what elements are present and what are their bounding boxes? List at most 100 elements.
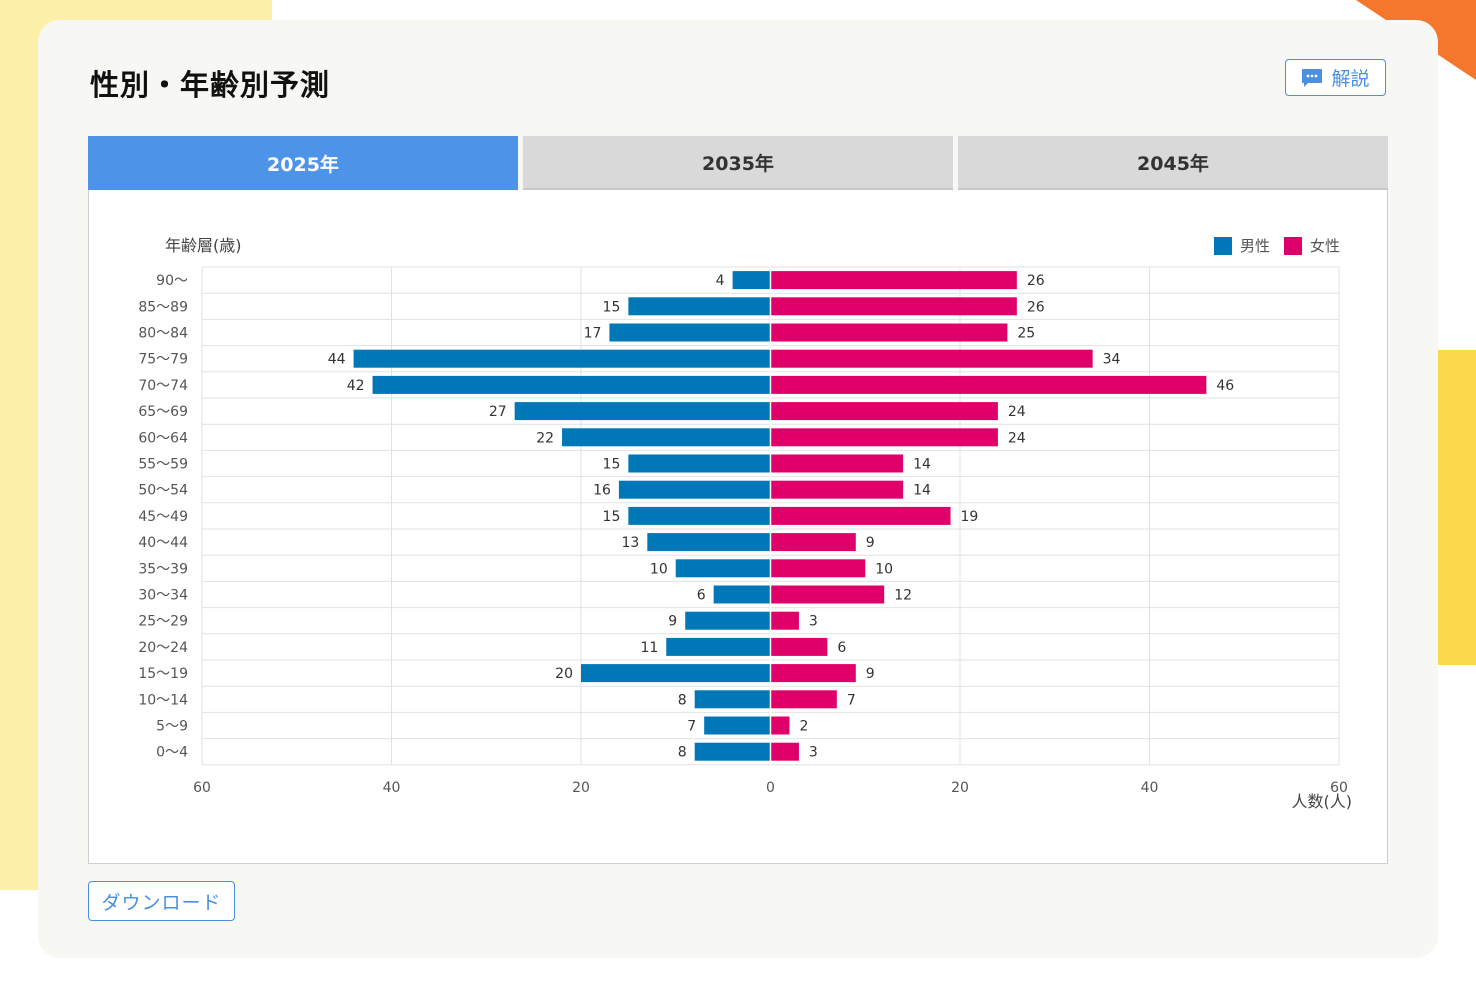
data-label-male: 8 (678, 692, 687, 708)
bar-male (704, 716, 771, 735)
category-label: 50〜54 (138, 483, 188, 499)
data-label-female: 12 (894, 588, 912, 604)
bar-female (770, 559, 866, 578)
background-shape-right (1436, 350, 1476, 665)
bar-female (770, 506, 951, 525)
data-label-female: 9 (866, 666, 875, 682)
data-label-female: 10 (875, 561, 893, 577)
bar-female (770, 585, 885, 604)
bar-male (675, 559, 771, 578)
bar-female (770, 742, 799, 761)
data-label-female: 9 (866, 535, 875, 551)
category-label: 45〜49 (138, 509, 188, 525)
bar-female (770, 664, 856, 683)
bar-female (770, 690, 837, 709)
x-tick-label: 40 (1141, 780, 1159, 796)
category-label: 90〜 (156, 273, 188, 289)
tab-2025[interactable]: 2025年 (88, 136, 518, 190)
bar-male (685, 611, 771, 630)
data-label-female: 24 (1008, 430, 1026, 446)
comment-icon (1301, 68, 1323, 88)
data-label-female: 19 (961, 509, 979, 525)
bar-female (770, 271, 1017, 290)
category-label: 75〜79 (138, 352, 188, 368)
data-label-female: 6 (837, 640, 846, 656)
data-label-male: 9 (668, 614, 677, 630)
population-pyramid-chart: 60 40 20 0 20 40 60年齢層(歳)人数(人)90〜85〜8980〜8475〜… (138, 236, 1352, 811)
data-label-male: 7 (687, 719, 696, 735)
x-tick-label: 20 (572, 780, 590, 796)
category-label: 65〜69 (138, 404, 188, 420)
explain-button[interactable]: 解説 (1285, 59, 1386, 96)
bar-male (562, 428, 771, 447)
explain-button-label: 解説 (1331, 68, 1370, 90)
bar-male (628, 297, 771, 316)
tab-2045[interactable]: 2045年 (958, 136, 1388, 190)
bar-female (770, 402, 998, 421)
data-label-male: 20 (555, 666, 573, 682)
bar-female (770, 637, 828, 656)
data-label-male: 16 (593, 483, 611, 499)
data-label-female: 25 (1017, 326, 1035, 342)
bar-male (609, 323, 771, 342)
category-label: 15〜19 (138, 666, 188, 682)
bar-male (713, 585, 771, 604)
download-button[interactable]: ダウンロード (88, 881, 235, 921)
bar-male (647, 533, 771, 552)
data-label-male: 22 (536, 430, 554, 446)
bar-female (770, 375, 1207, 394)
category-label: 10〜14 (138, 692, 188, 708)
forecast-card: 性別・年齢別予測 解説 2025年 2035年 2045年 60 40 20 0 20 4… (38, 20, 1438, 958)
data-label-male: 15 (603, 509, 621, 525)
bar-female (770, 428, 998, 447)
year-tabs: 2025年 2035年 2045年 (88, 136, 1388, 190)
data-label-female: 34 (1103, 352, 1121, 368)
bar-male (628, 454, 771, 473)
x-tick-label: 20 (951, 780, 969, 796)
data-label-female: 46 (1216, 378, 1234, 394)
data-label-female: 14 (913, 457, 931, 473)
data-label-female: 2 (799, 719, 808, 735)
data-label-male: 15 (603, 299, 621, 315)
data-label-male: 17 (584, 326, 602, 342)
bar-female (770, 611, 799, 630)
data-label-female: 24 (1008, 404, 1026, 420)
legend-label: 男性 (1240, 237, 1270, 255)
bar-male (353, 349, 771, 368)
bar-male (514, 402, 771, 421)
data-label-male: 10 (650, 561, 668, 577)
bar-female (770, 716, 790, 735)
data-label-male: 8 (678, 745, 687, 761)
bar-female (770, 297, 1017, 316)
legend-label: 女性 (1310, 237, 1340, 255)
category-label: 20〜24 (138, 640, 188, 656)
data-label-male: 6 (697, 588, 706, 604)
data-label-male: 11 (640, 640, 658, 656)
bar-male (694, 690, 771, 709)
data-label-female: 26 (1027, 273, 1045, 289)
card-title: 性別・年齢別予測 (90, 68, 331, 102)
data-label-male: 44 (328, 352, 346, 368)
data-label-female: 26 (1027, 299, 1045, 315)
category-label: 25〜29 (138, 614, 188, 630)
x-tick-label: 40 (383, 780, 401, 796)
data-label-female: 14 (913, 483, 931, 499)
category-label: 0〜4 (156, 745, 188, 761)
bar-male (694, 742, 771, 761)
category-label: 40〜44 (138, 535, 188, 551)
y-axis-label: 年齢層(歳) (165, 236, 242, 255)
category-label: 35〜39 (138, 561, 188, 577)
data-label-female: 3 (809, 745, 818, 761)
tab-2035[interactable]: 2035年 (523, 136, 953, 190)
legend-swatch (1284, 237, 1302, 255)
category-label: 85〜89 (138, 299, 188, 315)
category-label: 60〜64 (138, 430, 188, 446)
data-label-male: 4 (716, 273, 725, 289)
bar-female (770, 480, 904, 499)
x-tick-label: 60 (193, 780, 211, 796)
data-label-male: 42 (347, 378, 365, 394)
data-label-female: 3 (809, 614, 818, 630)
bar-female (770, 454, 904, 473)
data-label-male: 27 (489, 404, 507, 420)
bar-female (770, 323, 1008, 342)
